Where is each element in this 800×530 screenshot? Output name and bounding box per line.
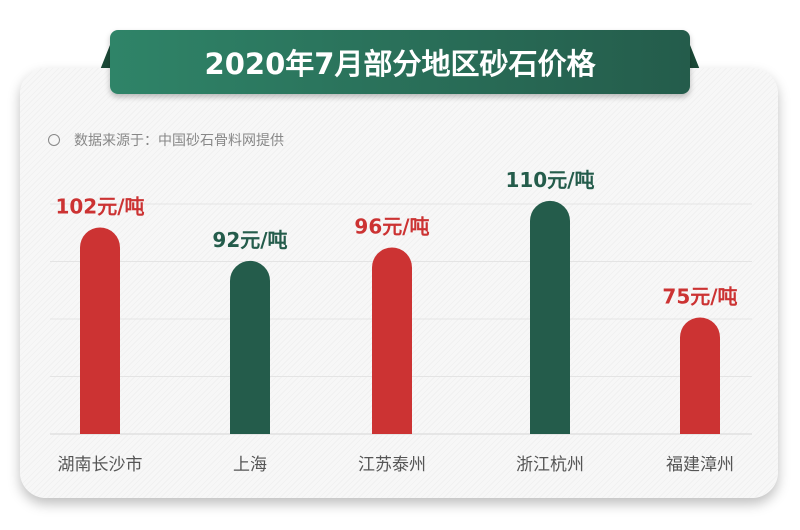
- source-text: 数据来源于：中国砂石骨料网提供: [74, 133, 284, 149]
- chart-title: 2020年7月部分地区砂石价格: [110, 30, 690, 94]
- banner-ribbon-left: [100, 40, 112, 70]
- category-label: 浙江杭州: [516, 455, 584, 475]
- banner-ribbon-right: [688, 40, 700, 70]
- bar: [80, 227, 120, 434]
- circle-icon: [48, 134, 60, 146]
- category-label: 江苏泰州: [358, 455, 426, 475]
- bar: [530, 200, 570, 434]
- bar: [230, 260, 270, 434]
- category-label: 湖南长沙市: [58, 455, 143, 475]
- source-note: 数据来源于：中国砂石骨料网提供: [48, 130, 284, 150]
- data-label: 96元/吨: [354, 215, 429, 239]
- data-label: 92元/吨: [212, 228, 287, 252]
- category-label: 福建漳州: [666, 455, 734, 475]
- bar: [372, 247, 412, 434]
- data-label: 75元/吨: [662, 284, 737, 308]
- bar: [680, 317, 720, 434]
- category-label: 上海: [233, 455, 267, 475]
- data-label: 102元/吨: [55, 195, 144, 219]
- data-label: 110元/吨: [505, 168, 594, 192]
